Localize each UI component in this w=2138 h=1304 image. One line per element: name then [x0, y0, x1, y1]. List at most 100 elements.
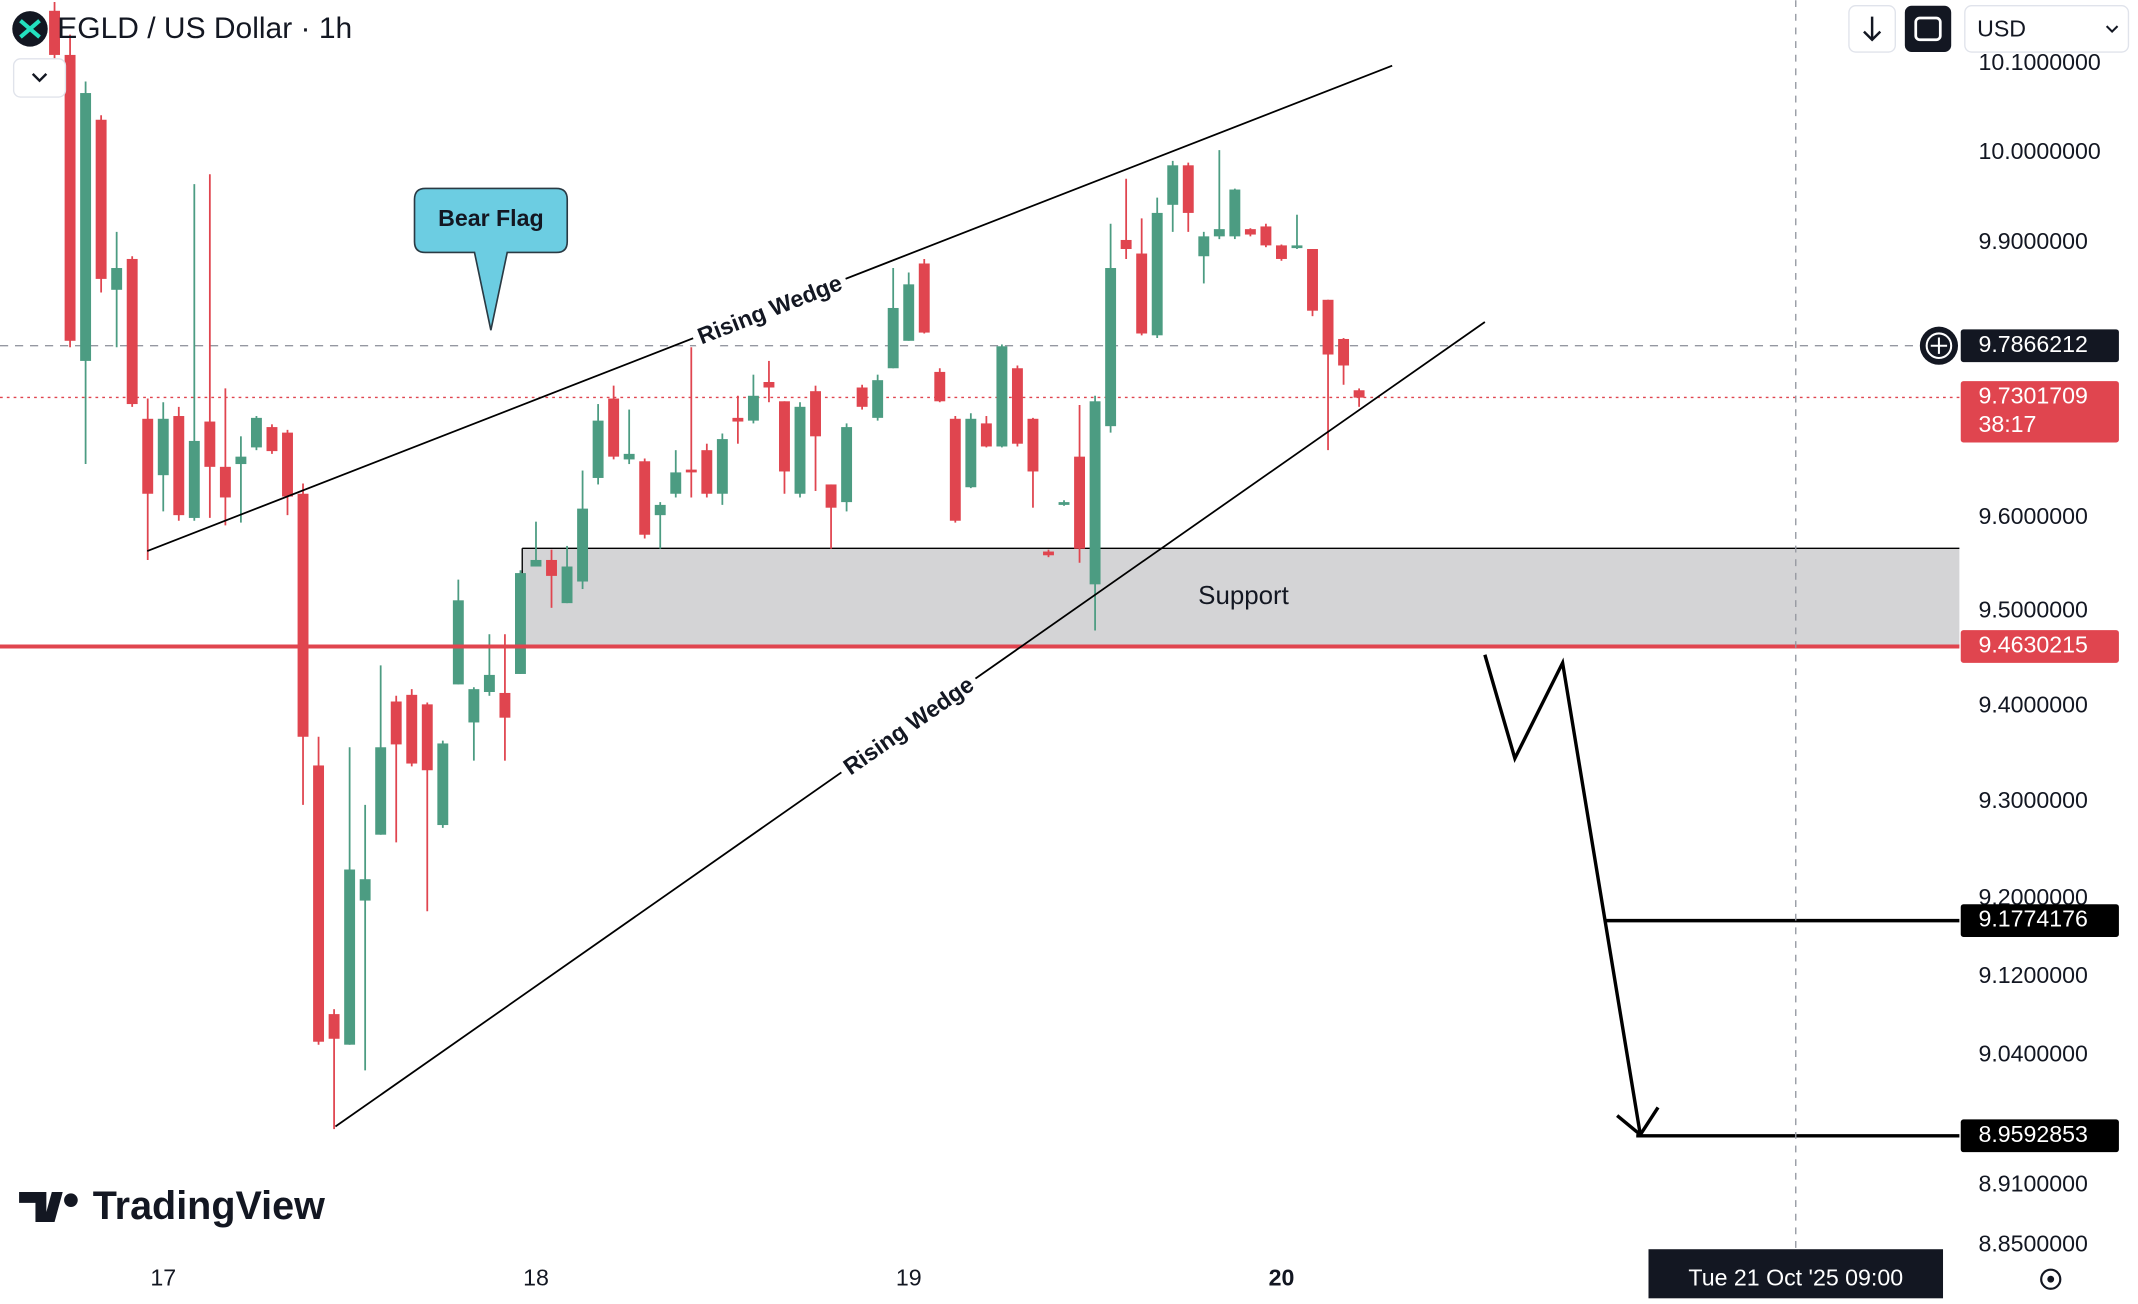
support-zone	[522, 548, 1960, 647]
candle-body	[856, 387, 868, 407]
candle-body	[592, 420, 604, 478]
candle-body	[142, 418, 154, 494]
candle-body	[841, 427, 853, 503]
candle-body	[670, 472, 682, 494]
collapse-icon	[31, 72, 48, 83]
currency-label: USD	[1977, 15, 2026, 41]
y-tick-label: 10.1000000	[1978, 49, 2100, 75]
candle-body	[623, 453, 635, 460]
candle-body	[561, 566, 573, 604]
candle-body	[452, 600, 464, 685]
brand-logo-dot	[64, 1193, 78, 1207]
candle-body	[1229, 189, 1241, 237]
y-tick-label: 10.0000000	[1978, 138, 2100, 164]
candle-body	[1011, 368, 1023, 444]
candle-body	[483, 674, 495, 692]
currency-select[interactable]	[1964, 5, 2130, 53]
candle-body	[1167, 165, 1179, 205]
candle-body	[732, 417, 744, 422]
candle-body	[390, 701, 402, 745]
candle-body	[794, 406, 806, 494]
marker-price-label: 9.7866212	[1978, 331, 2087, 357]
candle-body	[421, 704, 433, 771]
candle-body	[80, 93, 92, 361]
plot-area: Support	[0, 1, 1960, 1138]
x-tick-label: 19	[896, 1264, 922, 1290]
candle-body	[250, 417, 262, 448]
candle-body	[1089, 401, 1101, 585]
candle-body	[111, 268, 123, 290]
candle-body	[157, 418, 169, 476]
candle-body	[1136, 253, 1148, 334]
candle-body	[344, 869, 356, 1045]
candle-body	[918, 263, 930, 333]
settings-icon-center	[2047, 1275, 2055, 1283]
candle-body	[1244, 229, 1256, 235]
candle-body	[1182, 165, 1194, 213]
candle-body	[654, 504, 666, 516]
x-tick-label: 18	[523, 1264, 549, 1290]
candle-body	[887, 307, 899, 369]
candle-body	[996, 346, 1008, 447]
candle-body	[1275, 245, 1287, 259]
candle-body	[949, 418, 961, 521]
candle-body	[266, 427, 278, 452]
candle-body	[577, 508, 589, 582]
add-alert-ring	[1925, 332, 1953, 360]
candle-body	[499, 692, 511, 718]
candle-body	[825, 484, 837, 508]
candle-body	[328, 1014, 340, 1039]
collapse-button[interactable]	[12, 58, 67, 98]
crosshair-date-box	[1648, 1249, 1944, 1299]
breakdown-price-box	[1960, 630, 2119, 663]
candle-body	[204, 421, 216, 467]
candle-body	[1043, 551, 1054, 556]
candle-body	[95, 119, 107, 279]
candle-body	[1074, 456, 1086, 549]
candle-body	[980, 423, 992, 447]
candle-body	[1322, 299, 1334, 355]
brand-name: TradingView	[93, 1184, 325, 1228]
candle-body	[1260, 226, 1272, 246]
candle-body	[608, 398, 620, 457]
candle-body	[934, 371, 946, 402]
candle-body	[313, 765, 325, 1042]
candle-body	[872, 380, 884, 418]
countdown-label: 38:17	[1978, 411, 2036, 437]
candle-body	[1120, 239, 1132, 250]
y-tick-label: 8.9100000	[1978, 1170, 2087, 1196]
candle-body	[437, 743, 449, 826]
candle-body	[359, 879, 371, 901]
marker-price-box	[1960, 329, 2119, 363]
price-labels: 17 18 19 20 10.1000000 10.0000000 9.9000000 9.6…	[150, 49, 2119, 1290]
bear-flag-callout	[413, 187, 569, 331]
projection-path	[1483, 654, 1642, 1135]
fullscreen-button[interactable]	[1904, 5, 1952, 53]
candle-body	[1353, 390, 1365, 398]
x-tick-label: 17	[150, 1264, 176, 1290]
x-tick-label: 20	[1269, 1264, 1295, 1290]
y-tick-label: 9.0400000	[1978, 1041, 2087, 1067]
target-price-label: 9.1774176	[1978, 906, 2087, 932]
target-price-box	[1960, 1119, 2119, 1153]
fullscreen-icon	[1914, 16, 1942, 42]
y-tick-label: 9.9000000	[1978, 228, 2087, 254]
candle-body	[546, 559, 557, 576]
candle-body	[1027, 418, 1039, 472]
candle-body	[716, 439, 728, 494]
add-alert-plus	[1930, 337, 1948, 354]
current-price-box	[1960, 381, 2119, 443]
bear-flag-label: Bear Flag	[438, 205, 544, 231]
candle-body	[1151, 212, 1163, 336]
settings-icon[interactable]	[2040, 1268, 2062, 1290]
candle-body	[747, 395, 759, 421]
label-bg	[834, 668, 985, 786]
candle-body	[685, 469, 697, 473]
y-tick-label: 9.3000000	[1978, 787, 2087, 813]
chart-title: EGLD / US Dollar · 1h	[57, 12, 352, 45]
candle-body	[1291, 245, 1303, 249]
candle-body	[375, 747, 387, 835]
candle-body	[219, 466, 231, 498]
